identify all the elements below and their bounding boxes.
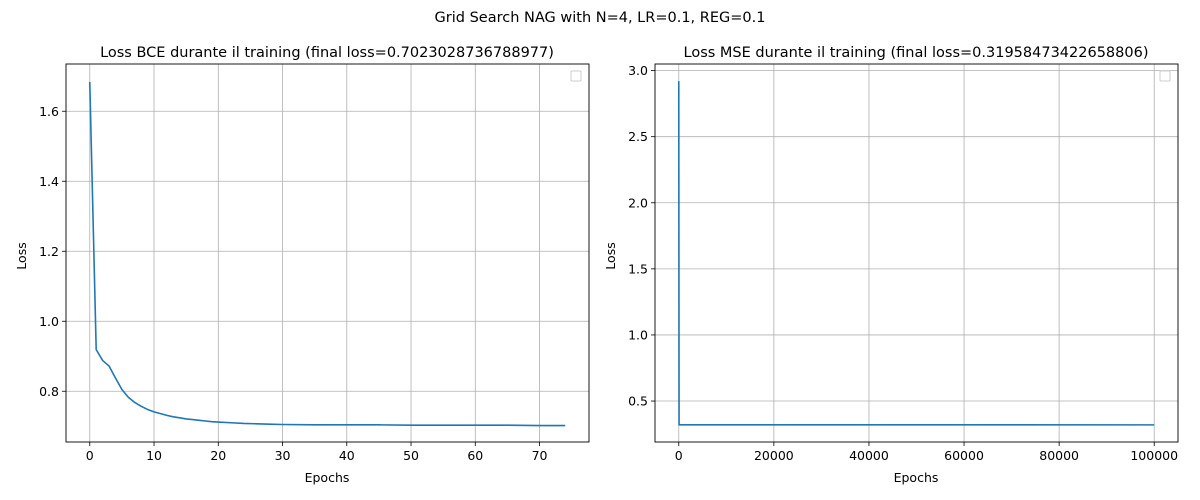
bce-grid [66, 64, 589, 442]
bce-y-tick-label: 1.2 [39, 244, 59, 259]
mse-x-tick-label: 80000 [1039, 448, 1079, 463]
bce-x-tick-label: 50 [403, 448, 419, 463]
bce-x-tick-label: 60 [467, 448, 483, 463]
mse-x-tick-label: 60000 [944, 448, 984, 463]
bce-loss-line [88, 81, 566, 427]
mse-y-tick-label: 2.0 [628, 195, 648, 210]
bce-y-tick-label: 1.6 [39, 104, 59, 119]
mse-loss-chart: Loss MSE durante il training (final loss… [603, 45, 1179, 485]
bce-x-tick-label: 70 [532, 448, 548, 463]
bce-y-tick-label: 0.8 [39, 384, 59, 399]
mse-y-tick-label: 0.5 [628, 394, 648, 409]
bce-x-axis-label: Epochs [305, 470, 350, 485]
mse-chart-title: Loss MSE durante il training (final loss… [684, 45, 1149, 61]
mse-axes-frame [654, 63, 1179, 443]
mse-x-tick-label: 0 [675, 448, 683, 463]
bce-y-axis-label: Loss [14, 242, 29, 269]
mse-y-tick-label: 2.5 [628, 129, 648, 144]
mse-x-tick-label: 40000 [849, 448, 889, 463]
figure-suptitle: Grid Search NAG with N=4, LR=0.1, REG=0.… [435, 10, 766, 26]
bce-chart-title: Loss BCE durante il training (final loss… [100, 45, 554, 61]
mse-loss-line [677, 81, 1155, 426]
mse-y-tick-label: 1.5 [628, 261, 648, 276]
bce-y-tick-label: 1.4 [39, 174, 59, 189]
mse-y-tick-label: 3.0 [628, 63, 648, 78]
bce-legend-box [570, 70, 582, 82]
bce-x-tick-label: 10 [146, 448, 162, 463]
mse-y-axis-label: Loss [603, 242, 618, 269]
mse-x-axis-label: Epochs [894, 470, 939, 485]
bce-x-tick-label: 30 [275, 448, 291, 463]
mse-x-tick-label: 20000 [754, 448, 794, 463]
mse-y-tick-label: 1.0 [628, 327, 648, 342]
mse-x-tick-label: 100000 [1130, 448, 1178, 463]
bce-axes-frame [65, 63, 590, 443]
bce-x-tick-label: 20 [210, 448, 226, 463]
mse-legend-box [1159, 70, 1171, 82]
bce-x-tick-label: 0 [86, 448, 94, 463]
bce-loss-chart: Loss BCE durante il training (final loss… [14, 45, 590, 485]
bce-y-tick-label: 1.0 [39, 314, 59, 329]
bce-x-tick-label: 40 [339, 448, 355, 463]
